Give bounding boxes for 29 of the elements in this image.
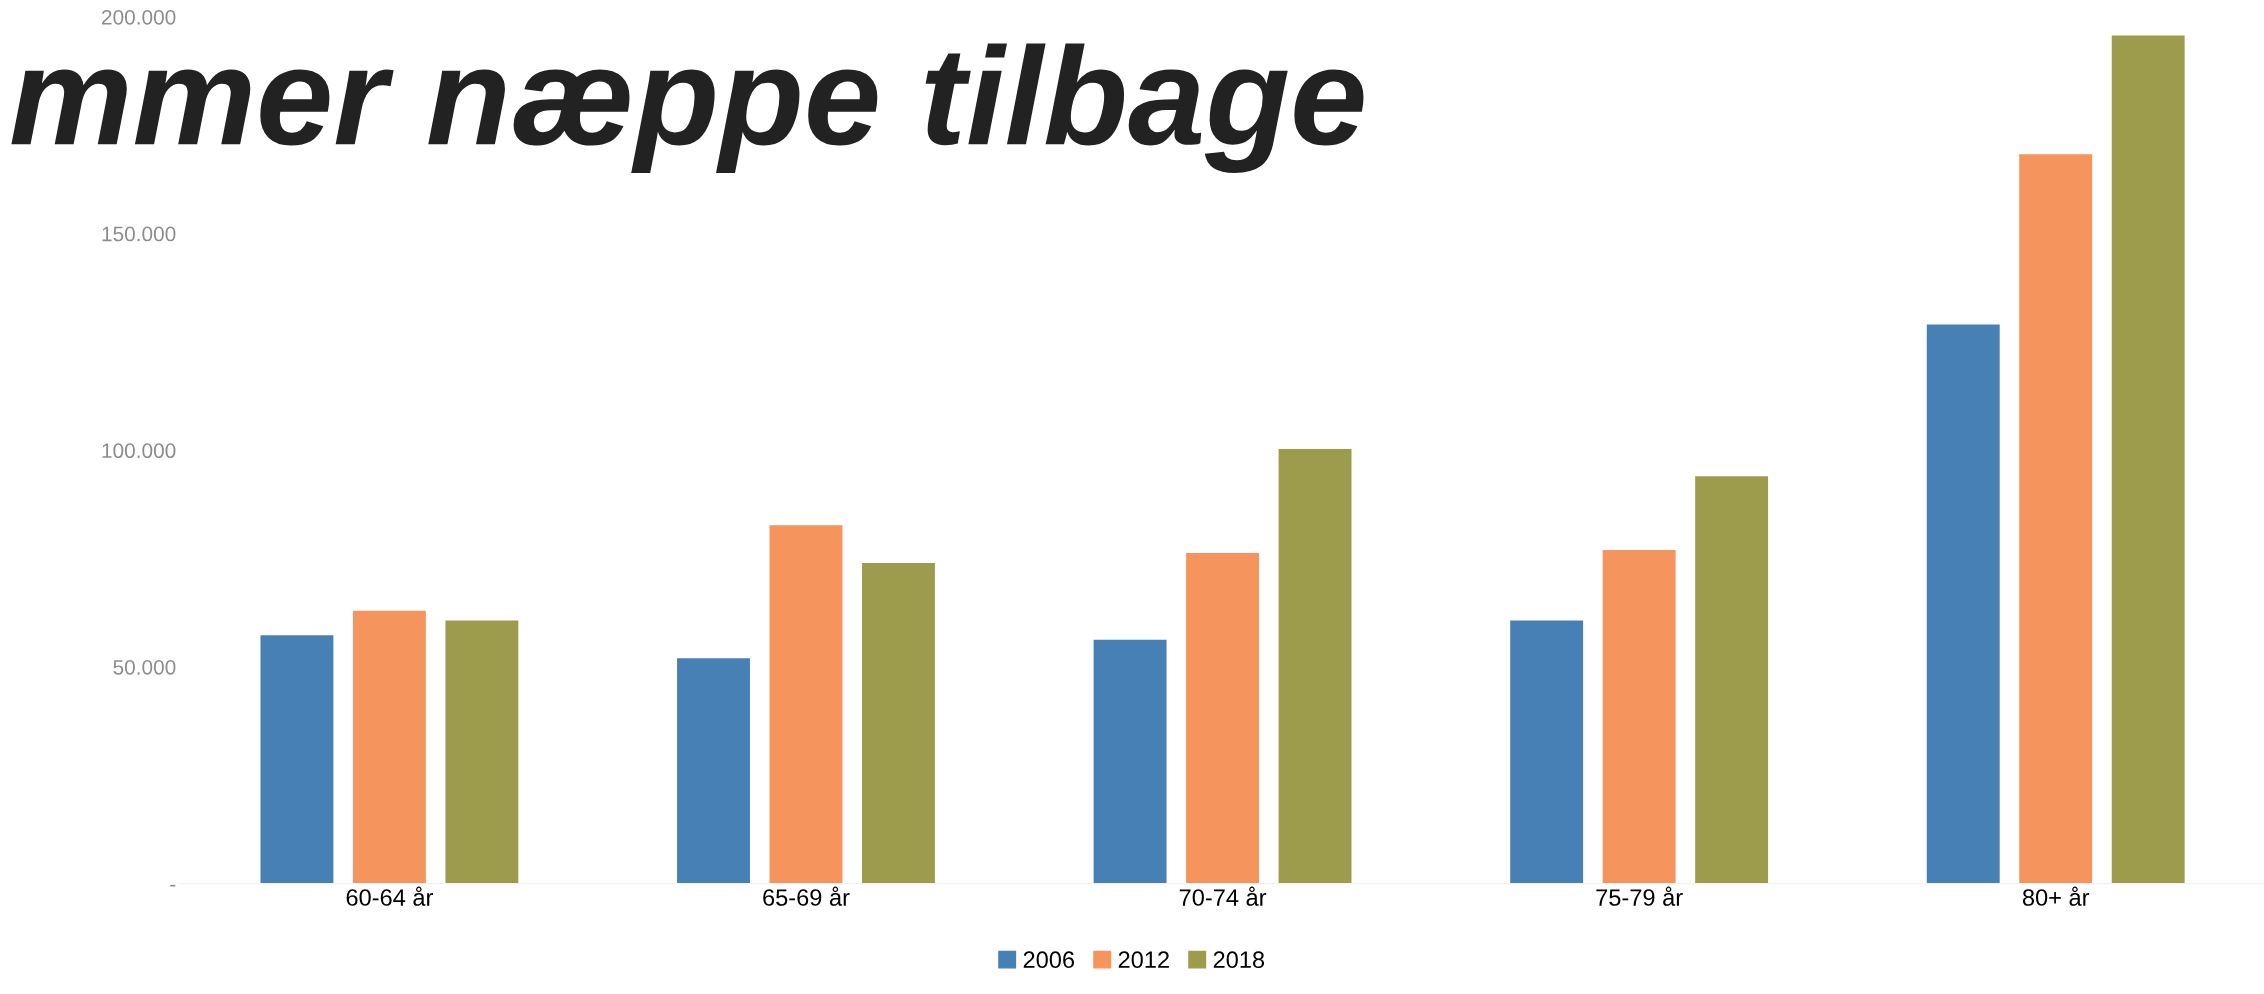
y-tick-label: 150.000 [102,226,176,242]
bar [352,610,426,884]
y-tick-label: 50.000 [113,659,176,675]
bar [1278,448,1352,884]
bar [260,635,334,884]
bar [1695,476,1769,884]
bar [2019,154,2093,884]
bar [1186,552,1260,884]
legend-label: 2006 [1023,951,1075,969]
y-tick-label: 200.000 [102,9,176,25]
bar [2111,35,2185,884]
bar [445,620,519,884]
x-tick-label: 75-79 år [1596,886,1683,906]
bar [1926,324,2000,884]
x-tick-label: 80+ år [2022,886,2090,906]
legend-label: 2018 [1213,951,1265,969]
bar [677,658,750,884]
legend-label: 2012 [1118,951,1169,969]
bar [1510,620,1584,884]
chart-title: mmer næppe tilbage [11,43,1364,173]
bar [1093,639,1167,884]
x-tick-label: 70-74 år [1179,886,1267,906]
y-tick-label: 100.000 [102,443,176,459]
x-tick-label: 65-69 år [763,886,850,906]
bar [862,562,935,884]
bar [769,525,843,884]
x-tick-label: 60-64 år [346,886,433,906]
y-tick-label: - [170,884,176,887]
bar [1602,549,1676,884]
